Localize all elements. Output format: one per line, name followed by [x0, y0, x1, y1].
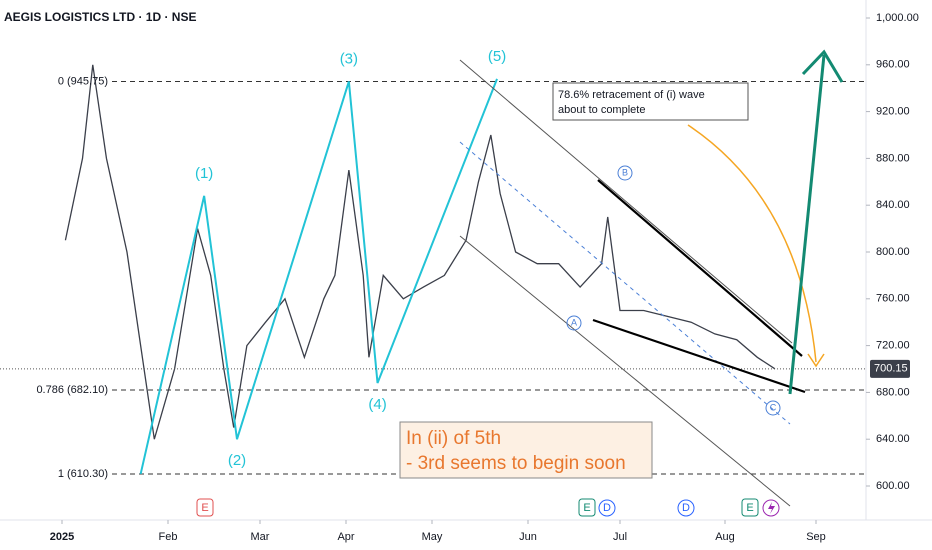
note-line: about to complete — [558, 104, 645, 116]
y-tick-label: 800.00 — [876, 246, 910, 258]
plot-area — [0, 64, 866, 475]
letter-circle — [765, 400, 781, 416]
wave-label: (5) — [488, 48, 506, 65]
wave-letters: A B C — [566, 165, 781, 416]
wedge-lower — [592, 318, 806, 394]
wave-line — [139, 78, 498, 475]
x-tick-label: Mar — [251, 531, 270, 543]
x-tick-label: Sep — [806, 531, 826, 543]
last-price-label: 700.15 — [874, 363, 908, 375]
x-tick-label: Aug — [715, 531, 735, 543]
y-tick-label: 840.00 — [876, 199, 910, 211]
green-arrow-head — [801, 49, 844, 83]
green-arrow — [788, 54, 826, 395]
event-box[interactable] — [578, 498, 596, 517]
event-box[interactable] — [741, 498, 759, 517]
fib-label: 0.786 (682.10) — [36, 384, 108, 396]
note-box — [399, 421, 653, 479]
channel-lower — [459, 235, 791, 507]
y-tick-label: 760.00 — [876, 293, 910, 305]
event-marker: D — [682, 502, 690, 514]
y-tick-label: 880.00 — [876, 152, 910, 164]
event-markers: E E D D E — [196, 498, 780, 517]
event-marker: E — [201, 502, 208, 514]
wave-label: (2) — [228, 452, 246, 469]
note-line: In (ii) of 5th — [406, 428, 501, 449]
wave-label: (4) — [368, 396, 386, 413]
x-tick-label: Jul — [613, 531, 627, 543]
orange-arrow-head — [807, 353, 825, 368]
wave-letter: C — [770, 402, 777, 412]
event-marker: D — [603, 502, 611, 514]
note-line: 78.6% retracement of (i) wave — [558, 89, 705, 101]
wedge-upper — [597, 179, 803, 357]
y-tick-label: 960.00 — [876, 59, 910, 71]
letter-circle — [617, 165, 633, 181]
fib-label: 1 (610.30) — [58, 468, 108, 480]
chart-title: AEGIS LOGISTICS LTD · 1D · NSE — [4, 10, 196, 24]
bolt-icon — [768, 502, 775, 514]
y-tick-label: 1,000.00 — [876, 12, 919, 24]
event-marker: E — [746, 502, 753, 514]
x-tick-label: Apr — [337, 531, 354, 543]
letter-circle — [566, 315, 582, 331]
wave-label: (1) — [195, 165, 213, 182]
y-tick-label: 600.00 — [876, 480, 910, 492]
y-tick-label: 920.00 — [876, 106, 910, 118]
last-price-box — [870, 359, 910, 378]
channel-mid — [459, 141, 791, 425]
wave-label: (3) — [340, 50, 358, 67]
fib-label: 0 (945.75) — [58, 75, 108, 87]
x-tick-label: Feb — [159, 531, 178, 543]
y-tick-label: 640.00 — [876, 433, 910, 445]
x-tick-label: 2025 — [50, 531, 74, 543]
y-tick-label: 720.00 — [876, 340, 910, 352]
event-marker: E — [583, 502, 590, 514]
note-box — [552, 82, 749, 121]
wave-letter: A — [571, 317, 577, 327]
orange-arrow — [687, 124, 817, 363]
event-box[interactable] — [196, 498, 214, 517]
y-tick-label: 680.00 — [876, 386, 910, 398]
event-box[interactable] — [598, 499, 616, 517]
note-line: - 3rd seems to begin soon — [406, 453, 626, 474]
x-tick-label: May — [422, 531, 443, 543]
event-box[interactable] — [677, 499, 695, 517]
wave-letter: B — [622, 167, 628, 177]
channel-upper — [459, 59, 793, 344]
x-tick-label: Jun — [519, 531, 537, 543]
